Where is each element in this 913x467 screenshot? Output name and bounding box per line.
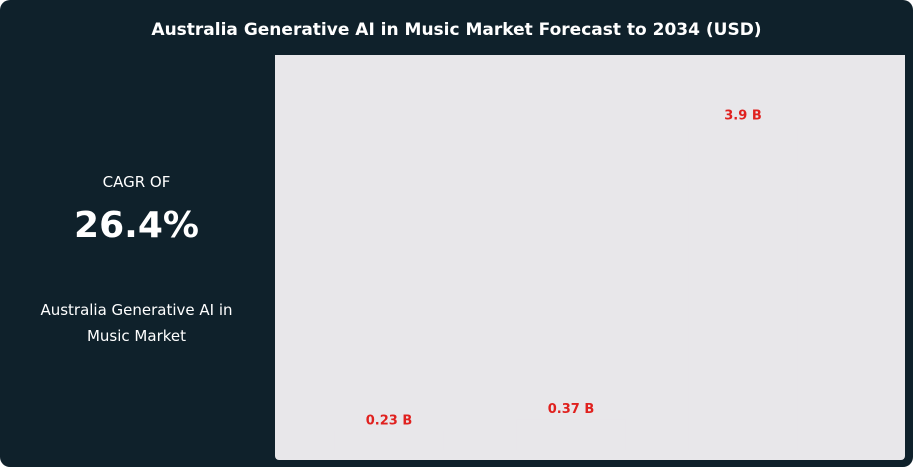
plot-area: 0.23 B 0.37 B 3.9 B [275,55,905,460]
cagr-value: 26.4% [74,205,199,246]
bar [688,126,798,450]
cagr-label: CAGR OF [102,173,171,191]
bar [516,419,626,450]
chart: 0.23 B 0.37 B 3.9 B [334,109,798,450]
value-label: 3.9 B [724,109,761,124]
summary-panel: CAGR OF 26.4% Australia Generative AI in… [0,55,273,467]
value-label: 0.23 B [366,413,413,428]
market-description: Australia Generative AI in Music Market [40,301,233,345]
value-label: 0.37 B [548,402,595,417]
chart-title: Australia Generative AI in Music Market … [151,20,762,40]
bar [334,430,444,450]
